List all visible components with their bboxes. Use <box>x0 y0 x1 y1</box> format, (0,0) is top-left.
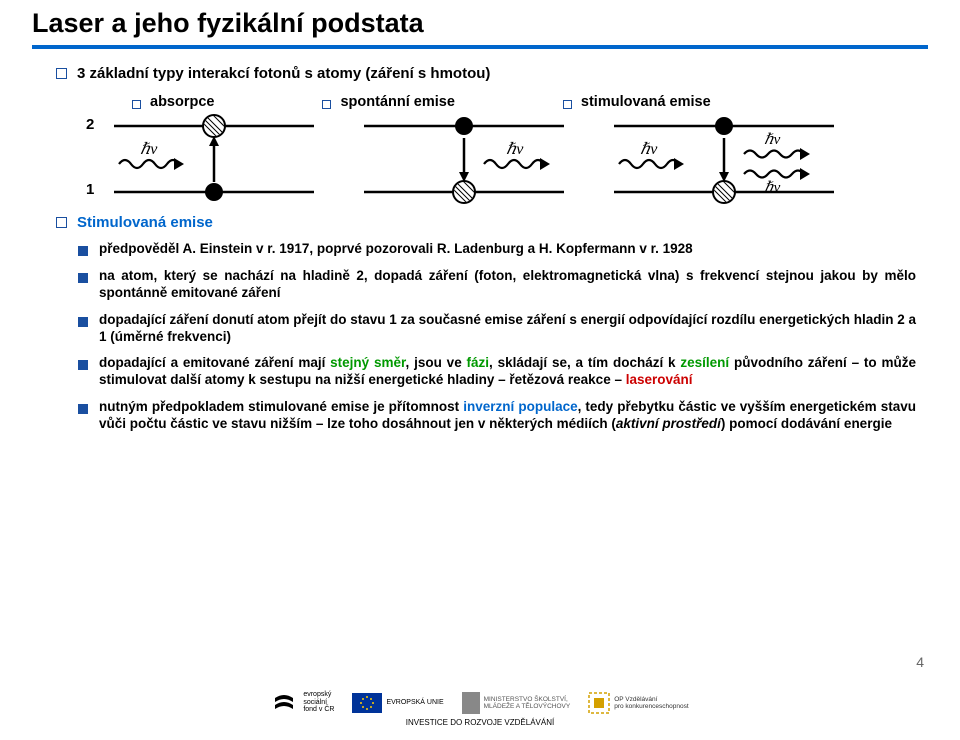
bullet-e: nutným předpokladem stimulované emise je… <box>99 399 916 433</box>
label-stimulovana: stimulovaná emise <box>581 94 711 110</box>
svg-text:ℏν: ℏν <box>764 180 781 196</box>
bullet-b: na atom, který se nachází na hladině 2, … <box>99 268 916 302</box>
level-upper: 2 <box>86 116 94 133</box>
label-absorpce: absorpce <box>150 94 214 110</box>
eu-logo: EVROPSKÁ UNIE <box>352 693 443 713</box>
svg-text:ℏν: ℏν <box>506 141 524 158</box>
op-logo: OP Vzdělávání pro konkurenceschopnost <box>588 692 688 714</box>
bullet-outline-icon <box>132 100 141 109</box>
svg-text:ℏν: ℏν <box>140 141 158 158</box>
top-line: 3 základní typy interakcí fotonů s atomy… <box>77 65 490 82</box>
svg-text:ℏν: ℏν <box>764 132 781 148</box>
bullet-intro: předpověděl A. Einstein v r. 1917, poprv… <box>99 241 693 258</box>
footer: evropský sociální fond v ČR EVROPSKÁ UNI… <box>0 676 960 740</box>
panel-stimulated: ℏν ℏν ℏν <box>604 114 844 204</box>
bullet-solid-icon <box>78 360 88 370</box>
svg-text:ℏν: ℏν <box>640 141 658 158</box>
bullet-c: dopadající záření donutí atom přejít do … <box>99 312 916 346</box>
esf-logo: evropský sociální fond v ČR <box>271 690 334 716</box>
bullet-outline-icon <box>563 100 572 109</box>
interaction-labels: absorpce spontánní emise stimulovaná emi… <box>132 94 916 110</box>
bullet-outline-icon <box>56 68 67 79</box>
label-spontanni: spontánní emise <box>340 94 454 110</box>
bullet-solid-icon <box>78 273 88 283</box>
ministry-logo: MINISTERSTVO ŠKOLSTVÍ, MLÁDEŽE A TĚLOVÝC… <box>462 692 571 714</box>
footer-caption: INVESTICE DO ROZVOJE VZDĚLÁVÁNÍ <box>406 718 554 727</box>
diagram-row: 2 1 <box>86 114 916 204</box>
page-number: 4 <box>916 654 924 670</box>
heading-stimulated: Stimulovaná emise <box>77 214 213 231</box>
panel-absorption: ℏν <box>104 114 324 204</box>
bullet-outline-icon <box>322 100 331 109</box>
panel-spontaneous: ℏν <box>354 114 574 204</box>
bullet-solid-icon <box>78 246 88 256</box>
bullet-solid-icon <box>78 317 88 327</box>
bullet-solid-icon <box>78 404 88 414</box>
bullet-outline-icon <box>56 217 67 228</box>
page-title: Laser a jeho fyzikální podstata <box>32 8 960 39</box>
level-lower: 1 <box>86 181 94 198</box>
bullet-d: dopadající a emitované záření mají stejn… <box>99 355 916 389</box>
